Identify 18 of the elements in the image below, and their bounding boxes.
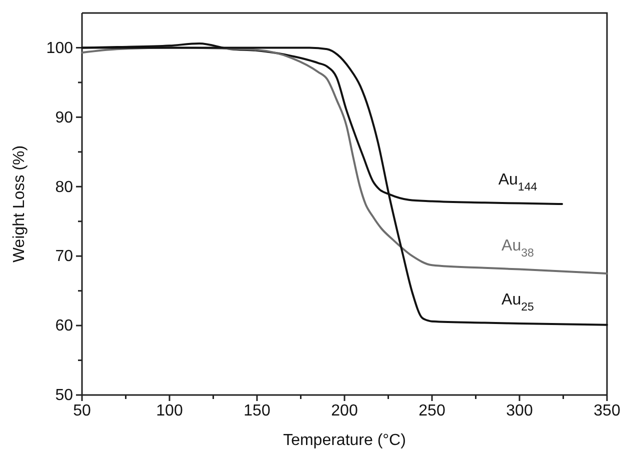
x-tick-label: 250 — [418, 402, 446, 420]
x-tick-label: 350 — [594, 402, 620, 420]
series-label: Au$_{38}$ — [502, 237, 534, 260]
x-tick-label: 200 — [331, 402, 358, 420]
y-axis-title: Weight Loss (%) — [11, 145, 28, 263]
x-axis-title: Temperature (°C) — [283, 432, 406, 449]
x-tick-label: 150 — [244, 402, 270, 420]
x-tick-label: 50 — [73, 402, 91, 420]
series-label: Au$_{25}$ — [502, 291, 534, 314]
y-tick-label: 60 — [55, 318, 74, 335]
y-tick-label: 100 — [46, 40, 74, 57]
series-label: Au$_{144}$ — [498, 171, 538, 194]
y-tick-label: 80 — [55, 178, 74, 196]
y-tick-label: 90 — [55, 109, 74, 126]
x-tick-label: 300 — [506, 402, 533, 420]
y-tick-label: 50 — [55, 387, 74, 404]
x-tick-label: 100 — [156, 402, 183, 420]
y-tick-label: 70 — [55, 248, 74, 266]
